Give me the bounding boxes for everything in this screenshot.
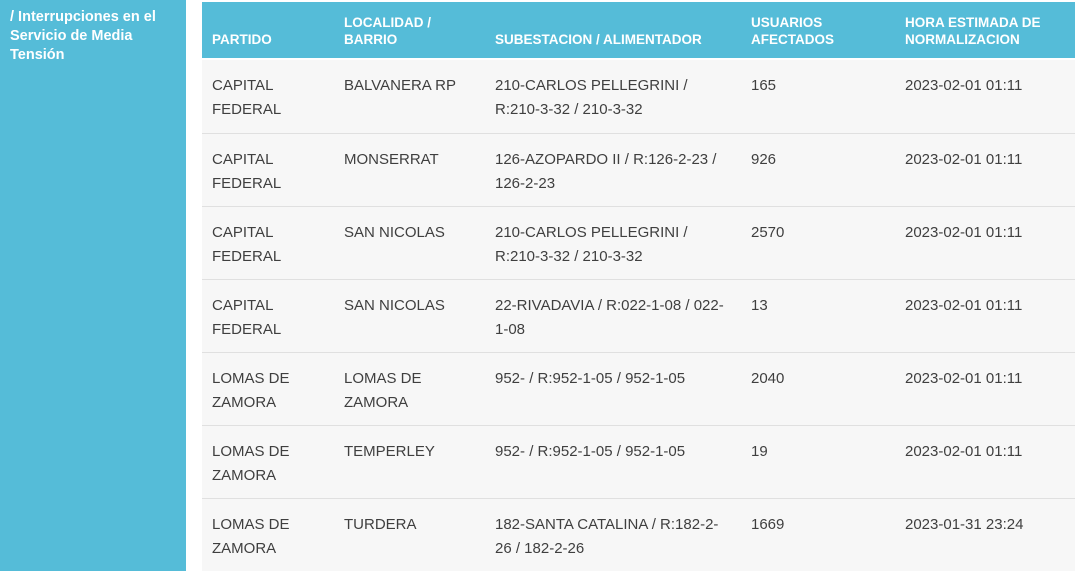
- cell-hora-normalizacion: 2023-02-01 01:11: [905, 443, 1023, 460]
- table-row: LOMAS DE ZAMORA TURDERA 182-SANTA CATALI…: [202, 498, 1075, 571]
- cell-partido: LOMAS DE ZAMORA: [212, 370, 290, 411]
- table-row: CAPITAL FEDERAL BALVANERA RP 210-CARLOS …: [202, 60, 1075, 133]
- cell-usuarios-afectados: 19: [751, 443, 768, 460]
- cell-usuarios-afectados: 2570: [751, 224, 785, 241]
- table-row: CAPITAL FEDERAL MONSERRAT 126-AZOPARDO I…: [202, 133, 1075, 206]
- outages-table: PARTIDO LOCALIDAD / BARRIO SUBESTACION /…: [202, 0, 1075, 571]
- cell-subestacion: 210-CARLOS PELLEGRINI / R:210-3-32 / 210…: [495, 224, 688, 265]
- cell-localidad: TEMPERLEY: [344, 443, 435, 460]
- column-header-localidad: LOCALIDAD / BARRIO: [344, 15, 431, 47]
- table-row: LOMAS DE ZAMORA LOMAS DE ZAMORA 952- / R…: [202, 352, 1075, 425]
- cell-hora-normalizacion: 2023-01-31 23:24: [905, 516, 1024, 533]
- cell-partido: CAPITAL FEDERAL: [212, 224, 282, 265]
- cell-localidad: TURDERA: [344, 516, 417, 533]
- table-body: CAPITAL FEDERAL BALVANERA RP 210-CARLOS …: [202, 60, 1075, 571]
- column-header-usuarios: USUARIOS AFECTADOS: [751, 15, 834, 47]
- cell-localidad: BALVANERA RP: [344, 77, 456, 94]
- cell-hora-normalizacion: 2023-02-01 01:11: [905, 370, 1023, 387]
- cell-partido: CAPITAL FEDERAL: [212, 151, 282, 192]
- column-header-partido: PARTIDO: [212, 32, 272, 47]
- cell-usuarios-afectados: 2040: [751, 370, 785, 387]
- cell-hora-normalizacion: 2023-02-01 01:11: [905, 77, 1023, 94]
- cell-subestacion: 182-SANTA CATALINA / R:182-2-26 / 182-2-…: [495, 516, 719, 557]
- table-header-row: PARTIDO LOCALIDAD / BARRIO SUBESTACION /…: [202, 2, 1075, 58]
- cell-subestacion: 126-AZOPARDO II / R:126-2-23 / 126-2-23: [495, 151, 717, 192]
- cell-partido: CAPITAL FEDERAL: [212, 77, 282, 118]
- cell-partido: LOMAS DE ZAMORA: [212, 443, 290, 484]
- cell-subestacion: 22-RIVADAVIA / R:022-1-08 / 022-1-08: [495, 297, 724, 338]
- table-row: CAPITAL FEDERAL SAN NICOLAS 22-RIVADAVIA…: [202, 279, 1075, 352]
- column-header-hora: HORA ESTIMADA DE NORMALIZACION: [905, 15, 1041, 47]
- cell-partido: CAPITAL FEDERAL: [212, 297, 282, 338]
- cell-localidad: LOMAS DE ZAMORA: [344, 370, 422, 411]
- cell-hora-normalizacion: 2023-02-01 01:11: [905, 151, 1023, 168]
- cell-hora-normalizacion: 2023-02-01 01:11: [905, 297, 1023, 314]
- cell-subestacion: 952- / R:952-1-05 / 952-1-05: [495, 443, 686, 460]
- cell-localidad: MONSERRAT: [344, 151, 439, 168]
- table-row: LOMAS DE ZAMORA TEMPERLEY 952- / R:952-1…: [202, 425, 1075, 498]
- cell-subestacion: 952- / R:952-1-05 / 952-1-05: [495, 370, 686, 387]
- page-title: / Interrupciones en el Servicio de Media…: [10, 9, 156, 63]
- cell-usuarios-afectados: 165: [751, 77, 777, 94]
- cell-hora-normalizacion: 2023-02-01 01:11: [905, 224, 1023, 241]
- table-row: CAPITAL FEDERAL SAN NICOLAS 210-CARLOS P…: [202, 206, 1075, 279]
- cell-usuarios-afectados: 1669: [751, 516, 785, 533]
- cell-subestacion: 210-CARLOS PELLEGRINI / R:210-3-32 / 210…: [495, 77, 688, 118]
- column-header-subestacion: SUBESTACION / ALIMENTADOR: [495, 32, 702, 47]
- cell-partido: LOMAS DE ZAMORA: [212, 516, 290, 557]
- sidebar: / Interrupciones en el Servicio de Media…: [0, 0, 186, 571]
- cell-usuarios-afectados: 13: [751, 297, 768, 314]
- cell-localidad: SAN NICOLAS: [344, 297, 445, 314]
- cell-usuarios-afectados: 926: [751, 151, 777, 168]
- cell-localidad: SAN NICOLAS: [344, 224, 445, 241]
